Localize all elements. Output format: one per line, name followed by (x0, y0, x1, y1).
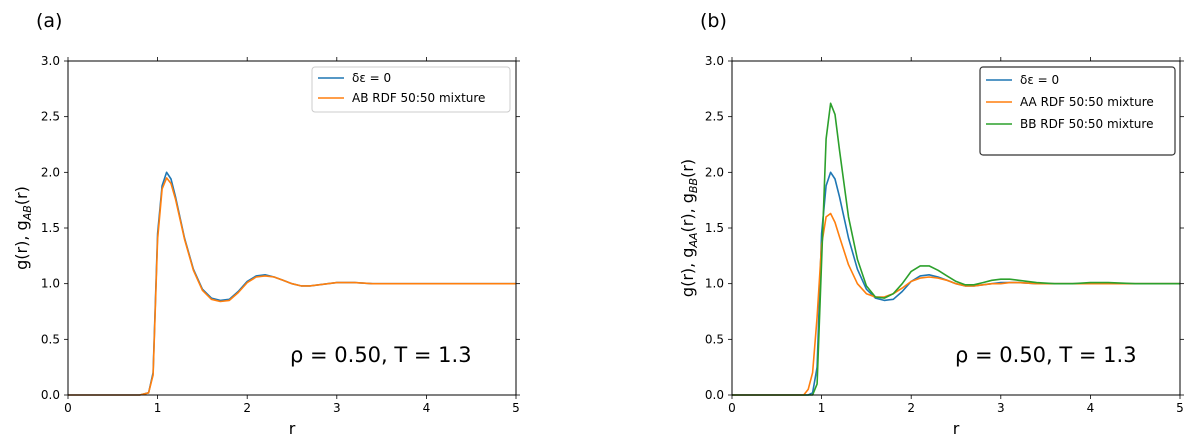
panel-b: (b) 0 1 2 3 4 5 0.0 0.5 1.0 1.5 2.0 2.5 3.0 r g(r), … (678, 10, 1184, 438)
y-tick-label: 1.5 (705, 221, 724, 235)
series-line-3 (732, 102, 1180, 396)
x-tick-label: 5 (512, 401, 520, 415)
legend-frame (311, 66, 511, 113)
y-tick-label: 0.0 (705, 388, 724, 402)
panel-a-ticks: 0 1 2 3 4 5 0.0 0.5 1.0 1.5 2.0 2.5 3.0 (41, 54, 520, 415)
x-tick-label: 5 (1176, 401, 1184, 415)
legend-text-delta-eps: δε = 0 (352, 71, 391, 85)
panel-a-legend: δε = 0 AB RDF 50:50 mixture (311, 66, 511, 113)
x-tick-label: 4 (1087, 401, 1095, 415)
y-tick-label: 2.0 (705, 165, 724, 179)
y-tick-label: 0.5 (705, 332, 724, 346)
y-tick-label: 2.5 (41, 110, 60, 124)
panel-b-ylabel: g(r), gAA(r), gBB(r) (678, 159, 700, 297)
y-tick-label: 2.5 (705, 110, 724, 124)
panel-b-lines (732, 102, 1180, 396)
x-tick-label: 2 (243, 401, 251, 415)
y-tick-label: 0.5 (41, 332, 60, 346)
panel-a-ylabel: g(r), gAB(r) (12, 186, 34, 270)
x-tick-label: 1 (818, 401, 826, 415)
legend-text-delta-eps: δε = 0 (1020, 73, 1059, 87)
panel-a-lines (68, 171, 516, 396)
panel-b-ticks: 0 1 2 3 4 5 0.0 0.5 1.0 1.5 2.0 2.5 3.0 (705, 54, 1184, 415)
legend-text-ab: AB RDF 50:50 mixture (352, 91, 485, 105)
x-tick-label: 3 (333, 401, 341, 415)
panel-b-xlabel: r (953, 419, 960, 437)
panel-b-annotation: ρ = 0.50, T = 1.3 (955, 343, 1137, 367)
y-tick-label: 1.5 (41, 221, 60, 235)
y-tick-label: 2.0 (41, 165, 60, 179)
panel-a-xlabel: r (289, 419, 296, 437)
panel-b-legend: δε = 0 AA RDF 50:50 mixture BB RDF 50:50… (979, 66, 1176, 156)
y-tick-label: 1.0 (41, 277, 60, 291)
x-tick-label: 3 (997, 401, 1005, 415)
x-tick-label: 0 (64, 401, 72, 415)
x-tick-label: 0 (728, 401, 736, 415)
y-tick-label: 3.0 (41, 54, 60, 68)
x-tick-label: 1 (154, 401, 162, 415)
y-tick-label: 0.0 (41, 388, 60, 402)
y-tick-label: 1.0 (705, 277, 724, 291)
panel-a-annotation: ρ = 0.50, T = 1.3 (290, 343, 472, 367)
x-tick-label: 4 (423, 401, 431, 415)
legend-text-aa: AA RDF 50:50 mixture (1020, 95, 1154, 109)
x-tick-label: 2 (907, 401, 915, 415)
panel-a-label: (a) (36, 10, 62, 32)
legend-frame (979, 66, 1176, 156)
series-line-2 (68, 177, 516, 396)
series-line-2 (732, 212, 1180, 396)
panel-a: (a) 0 1 2 3 4 5 0.0 0.5 1.0 1.5 2.0 2.5 3.0 r g(r), … (12, 10, 520, 438)
y-tick-label: 3.0 (705, 54, 724, 68)
panel-b-label: (b) (700, 10, 727, 32)
legend-text-bb: BB RDF 50:50 mixture (1020, 117, 1153, 131)
